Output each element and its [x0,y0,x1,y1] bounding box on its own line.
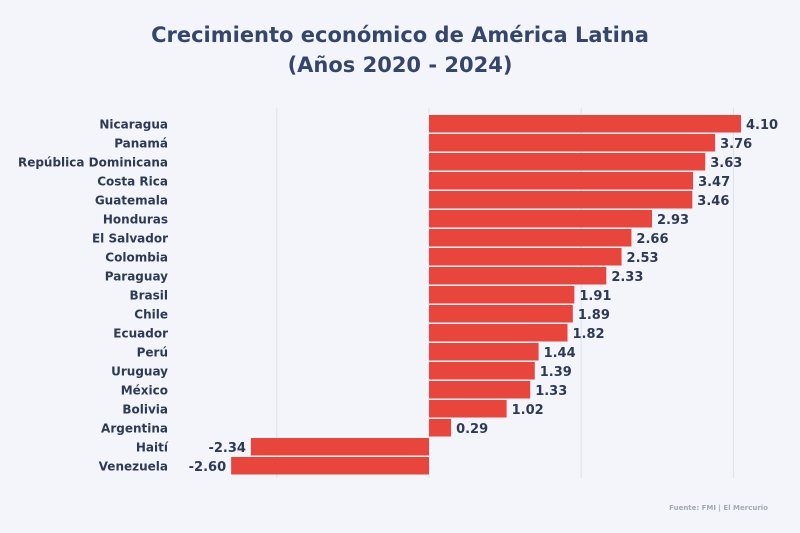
bar [429,362,535,380]
category-label: Haití [136,440,169,454]
bar [429,343,539,361]
bar [250,438,429,456]
category-label: Argentina [101,421,168,435]
data-label: 2.53 [627,251,659,266]
chart-title-block: Crecimiento económico de América Latina … [0,20,800,80]
category-label: Perú [137,345,168,359]
chart-title: Crecimiento económico de América Latina [151,23,649,47]
category-label: Bolivia [122,402,168,416]
data-label: -2.60 [189,460,226,475]
bar [429,172,694,190]
category-label: Uruguay [111,364,168,378]
category-label: Chile [134,307,168,321]
category-label: Panamá [114,136,168,150]
data-label: 0.29 [456,422,488,437]
data-label: 3.47 [698,175,730,190]
category-label: Honduras [103,212,168,226]
category-label: Colombia [105,250,168,264]
bar [231,457,429,475]
category-label: México [121,383,168,397]
bar [429,153,706,171]
data-label: 1.44 [544,346,576,361]
category-label: Brasil [129,288,168,302]
data-label: 1.02 [512,403,544,418]
data-label: 1.89 [578,308,610,323]
bar [429,134,716,152]
bar [429,286,575,304]
bar [429,419,452,437]
category-label: Venezuela [99,459,168,473]
data-label: 3.63 [710,156,742,171]
bar [429,229,632,247]
bar [429,381,531,399]
data-label: -2.34 [208,441,245,456]
data-label: 3.46 [697,194,729,209]
category-label: República Dominicana [18,155,168,169]
category-label: El Salvador [92,231,168,245]
category-label: Nicaragua [99,117,168,131]
data-label: 3.76 [720,137,752,152]
bar [429,400,507,418]
category-label: Paraguay [105,269,168,283]
bar [429,191,693,209]
category-label: Costa Rica [97,174,168,188]
data-label: 4.10 [746,118,778,133]
data-label: 1.82 [573,327,605,342]
bar [429,115,742,133]
bar [429,267,607,285]
data-label: 2.33 [611,270,643,285]
bar [429,248,622,266]
category-label: Ecuador [113,326,168,340]
data-label: 1.91 [579,289,611,304]
bar [429,305,573,323]
data-label: 1.33 [535,384,567,399]
bar [429,210,652,228]
data-label: 1.39 [540,365,572,380]
bar [429,324,568,342]
data-label: 2.93 [657,213,689,228]
category-label: Guatemala [95,193,168,207]
chart-subtitle: (Años 2020 - 2024) [287,53,513,77]
source-note: Fuente: FMI | El Mercurio [669,504,768,512]
data-label: 2.66 [636,232,668,247]
